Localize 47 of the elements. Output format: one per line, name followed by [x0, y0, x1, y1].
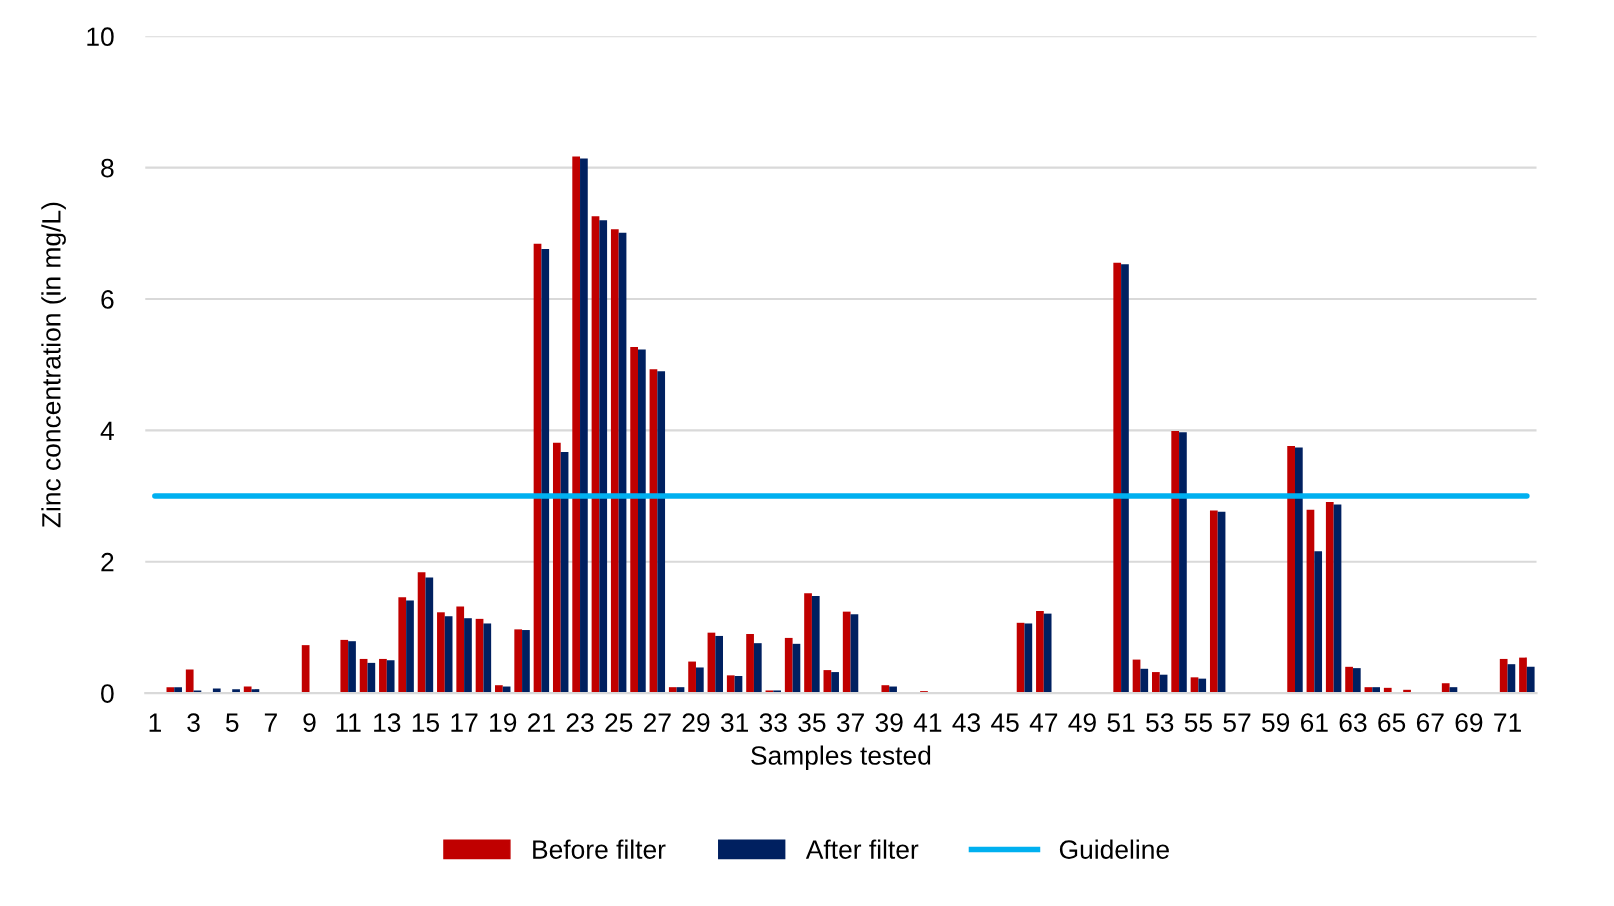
x-tick-label: 29	[682, 713, 710, 732]
x-tick-label: 17	[451, 713, 478, 732]
x-tick-label: 49	[1068, 713, 1096, 732]
x-tick-label: 15	[412, 713, 440, 732]
x-tick-label: 45	[991, 713, 1019, 732]
x-tick-label: 27	[643, 713, 671, 732]
y-tick-label: 4	[100, 421, 114, 440]
y-axis-title: Zinc concentration (in mg/L)	[41, 202, 66, 528]
x-tick-label: 53	[1146, 713, 1174, 732]
x-tick-label: 41	[913, 713, 942, 732]
y-tick-label: 6	[101, 290, 114, 309]
legend-label: After filter	[805, 839, 919, 859]
x-tick-label: 3	[187, 713, 200, 732]
x-tick-label: 57	[1223, 713, 1251, 732]
x-tick-label: 47	[1029, 713, 1058, 732]
legend-label: Before filter	[533, 839, 666, 859]
x-tick-label: 63	[1339, 713, 1367, 732]
x-tick-label: 25	[605, 713, 633, 732]
y-tick-label: 2	[101, 552, 114, 572]
y-tick-label: 10	[87, 27, 114, 47]
x-tick-label: 7	[264, 713, 277, 732]
x-tick-label: 1	[149, 713, 161, 732]
x-tick-label: 35	[798, 713, 826, 732]
y-tick-label: 8	[101, 158, 114, 178]
x-tick-label: 55	[1184, 713, 1212, 732]
x-tick-label: 37	[836, 713, 864, 732]
x-axis-title: Samples tested	[751, 745, 931, 771]
x-tick-label: 43	[952, 713, 981, 732]
y-tick-label: 0	[101, 684, 114, 703]
x-tick-label: 61	[1300, 713, 1328, 732]
x-tick-label: 69	[1455, 713, 1483, 732]
x-tick-label: 13	[374, 713, 401, 732]
x-tick-label: 11	[336, 713, 361, 732]
x-tick-label: 71	[1494, 713, 1521, 732]
x-tick-label: 23	[566, 713, 594, 732]
x-tick-label: 33	[759, 713, 787, 732]
x-tick-label: 31	[720, 713, 749, 732]
x-tick-label: 65	[1378, 713, 1406, 732]
x-tick-label: 9	[303, 713, 316, 732]
x-tick-label: 59	[1262, 713, 1290, 732]
x-tick-label: 21	[528, 713, 555, 732]
legend-label: Guideline	[1059, 839, 1169, 859]
x-tick-label: 19	[490, 713, 517, 732]
x-tick-label: 51	[1107, 713, 1135, 732]
x-tick-label: 5	[225, 713, 239, 732]
x-tick-label: 39	[875, 713, 903, 732]
x-tick-label: 67	[1416, 713, 1444, 732]
